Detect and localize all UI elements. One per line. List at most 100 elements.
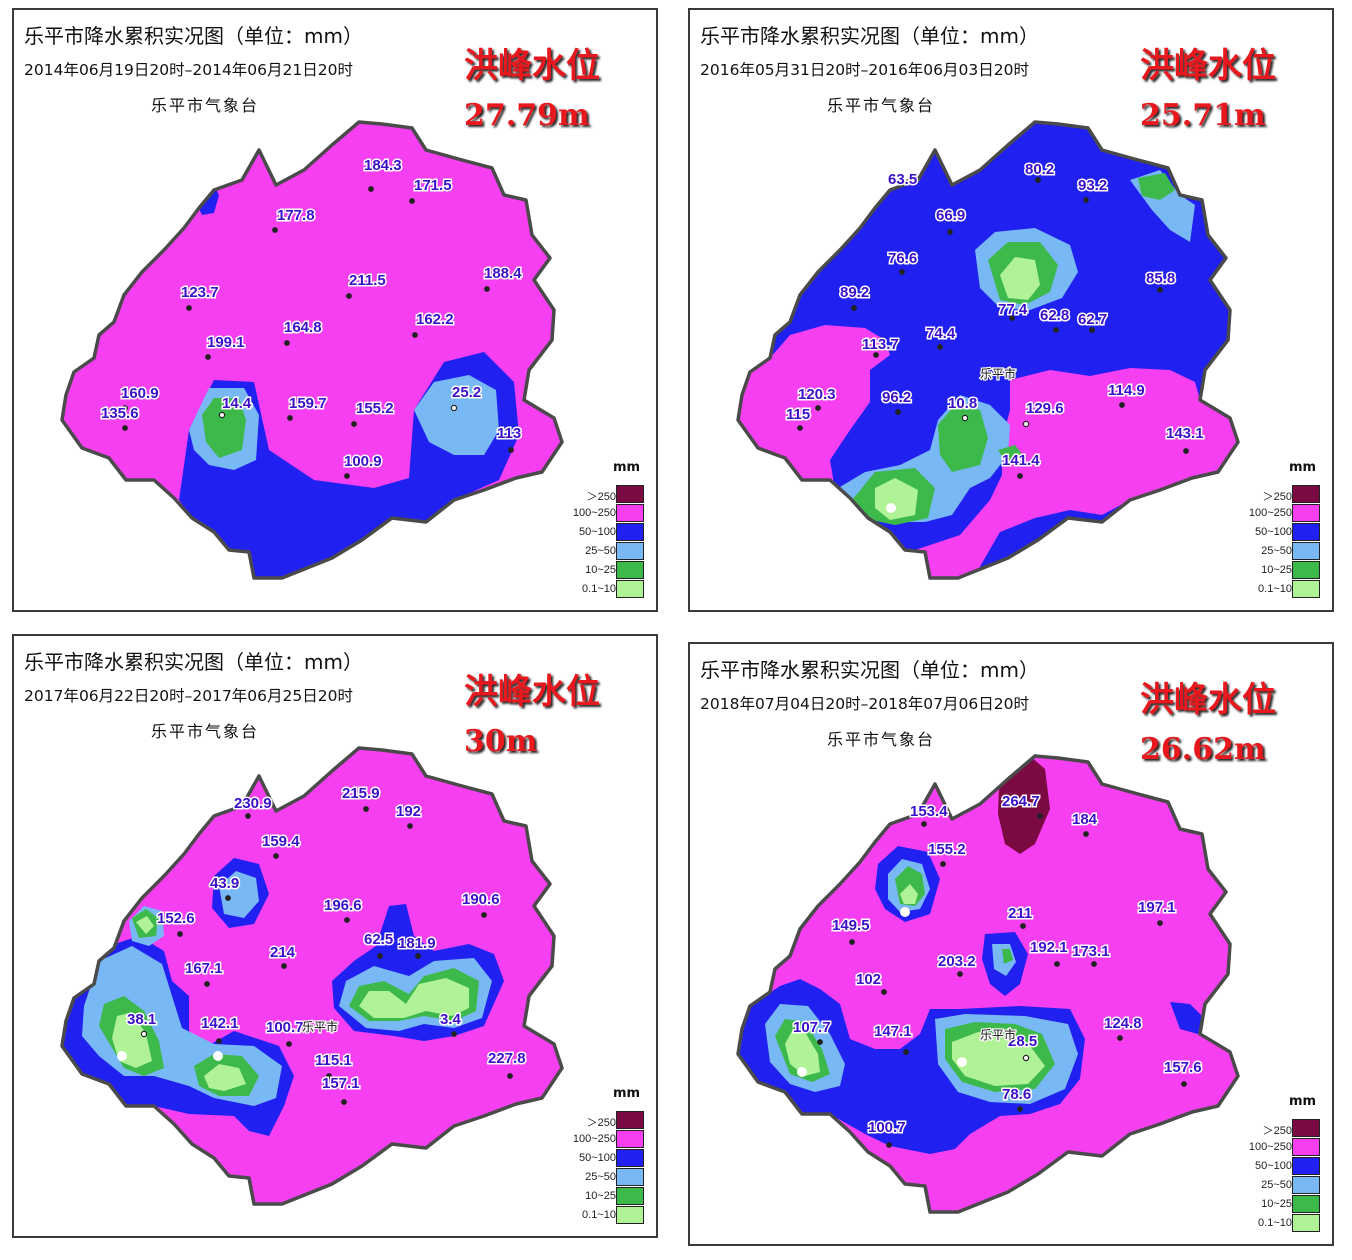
rainfall-value: 199.1 (207, 334, 245, 351)
rainfall-value: 100.9 (344, 453, 382, 470)
legend-swatch (616, 1168, 644, 1186)
station-dot (1083, 831, 1089, 837)
rainfall-value: 80.2 (1025, 161, 1054, 178)
station-dot (817, 1039, 823, 1045)
station-dot (905, 179, 911, 185)
rainfall-value: 177.8 (277, 207, 315, 224)
station-dot (341, 1099, 347, 1105)
legend-item: 50~100 (566, 1149, 646, 1168)
no-rain-speck (797, 1067, 807, 1077)
county-boundary (60, 120, 564, 580)
legend-swatch (616, 523, 644, 541)
station-dot (409, 198, 415, 204)
legend-swatch (1292, 1138, 1320, 1156)
rain-zone-0_10 (1000, 257, 1040, 300)
rainfall-value: 203.2 (938, 953, 976, 970)
legend-swatch (616, 1149, 644, 1167)
station-dot (287, 415, 293, 421)
station-dot (895, 409, 901, 415)
station-dot (1022, 1054, 1030, 1062)
station-dot (1083, 197, 1089, 203)
station-dot (1089, 327, 1095, 333)
rainfall-value: 3.4 (440, 1011, 462, 1028)
station-dot (1157, 287, 1163, 293)
legend-swatch (616, 1130, 644, 1148)
legend-unit: mm (1289, 460, 1317, 475)
rainfall-value: 77.4 (998, 301, 1028, 318)
station-dot (205, 354, 211, 360)
rainfall-value: 100.7 (868, 1119, 906, 1136)
rainfall-value: 66.9 (936, 207, 965, 224)
legend-swatch (616, 1111, 644, 1129)
rainfall-value: 264.7 (1002, 793, 1040, 810)
county-boundary (736, 120, 1240, 580)
station-dot (921, 821, 927, 827)
station-dot (1053, 327, 1059, 333)
station-dot (886, 1142, 892, 1148)
station-dot (1037, 813, 1043, 819)
station-dot (940, 861, 946, 867)
legend-item: ＞250 (566, 485, 646, 504)
station-dot (507, 1073, 513, 1079)
station-name: 乐平市气象台 (827, 730, 936, 749)
legend-item-label: ＞250 (586, 1117, 616, 1129)
station-dot (1017, 473, 1023, 479)
legend-swatch (1292, 523, 1320, 541)
city-label: 乐平市 (980, 1027, 1016, 1042)
legend-item-label: 10~25 (1261, 1198, 1292, 1210)
station-dot (899, 269, 905, 275)
legend-item-label: 10~25 (585, 1190, 616, 1202)
precip-map-panel-2017: 乐平市降水累积实况图（单位：mm） 2017年06月22日20时–2017年06月… (12, 634, 658, 1238)
legend-item-label: 100~250 (572, 507, 616, 519)
legend-swatch (1292, 580, 1320, 598)
legend-swatch (1292, 1195, 1320, 1213)
rainfall-value: 114.9 (1108, 382, 1145, 399)
rainfall-value: 227.8 (488, 1050, 526, 1067)
station-dot (281, 963, 287, 969)
flood-peak-value: 27.79m (464, 98, 590, 133)
date-range: 2016年05月31日20时–2016年06月03日20时 (700, 61, 1029, 79)
rainfall-value: 141.4 (1002, 452, 1040, 469)
station-name: 乐平市气象台 (151, 96, 260, 115)
legend-item-label: 100~250 (572, 1133, 616, 1145)
legend-swatch (1292, 504, 1320, 522)
rainfall-value: 124.8 (1104, 1015, 1142, 1032)
station-dot (415, 953, 421, 959)
station-dot (186, 305, 192, 311)
legend-unit: mm (613, 1086, 641, 1101)
date-range: 2014年06月19日20时–2014年06月21日20时 (24, 61, 353, 79)
station-dot (903, 1049, 909, 1055)
station-dot (122, 425, 128, 431)
legend-item-label: 100~250 (1248, 507, 1292, 519)
rain-zone-10_25 (938, 405, 988, 472)
rainfall-value: 143.1 (1166, 425, 1204, 442)
legend-item-label: 10~25 (585, 564, 616, 576)
station-dot (851, 305, 857, 311)
rainfall-value: 155.2 (928, 841, 966, 858)
station-dot (284, 340, 290, 346)
station-dot (957, 971, 963, 977)
rainfall-value: 160.9 (121, 385, 159, 402)
map-title: 乐平市降水累积实况图（单位：mm） (700, 24, 1039, 48)
rainfall-value: 157.1 (322, 1075, 360, 1092)
rainfall-value: 107.7 (793, 1019, 831, 1036)
station-dot (377, 953, 383, 959)
legend-item-label: 10~25 (1261, 564, 1292, 576)
rainfall-value: 184 (1072, 811, 1098, 828)
legend-item-label: ＞250 (1262, 491, 1292, 503)
rainfall-value: 96.2 (882, 389, 911, 406)
rainfall-value: 147.1 (874, 1023, 912, 1040)
legend-item: 100~250 (566, 1130, 646, 1149)
legend-item-label: 0.1~10 (582, 1209, 616, 1221)
rain-zone-10_25 (1002, 949, 1013, 964)
legend-item: 25~50 (566, 542, 646, 561)
station-dot (481, 912, 487, 918)
rainfall-value: 211 (1008, 905, 1032, 922)
rainfall-value: 171.5 (414, 177, 452, 194)
rainfall-value: 197.1 (1138, 899, 1176, 916)
station-dot (368, 186, 374, 192)
rain-zone-100_250 (915, 368, 1238, 578)
legend-swatch (1292, 1214, 1320, 1232)
rain-zone-10_25 (202, 398, 246, 458)
flood-peak-label: 洪峰水位 (1140, 46, 1276, 86)
